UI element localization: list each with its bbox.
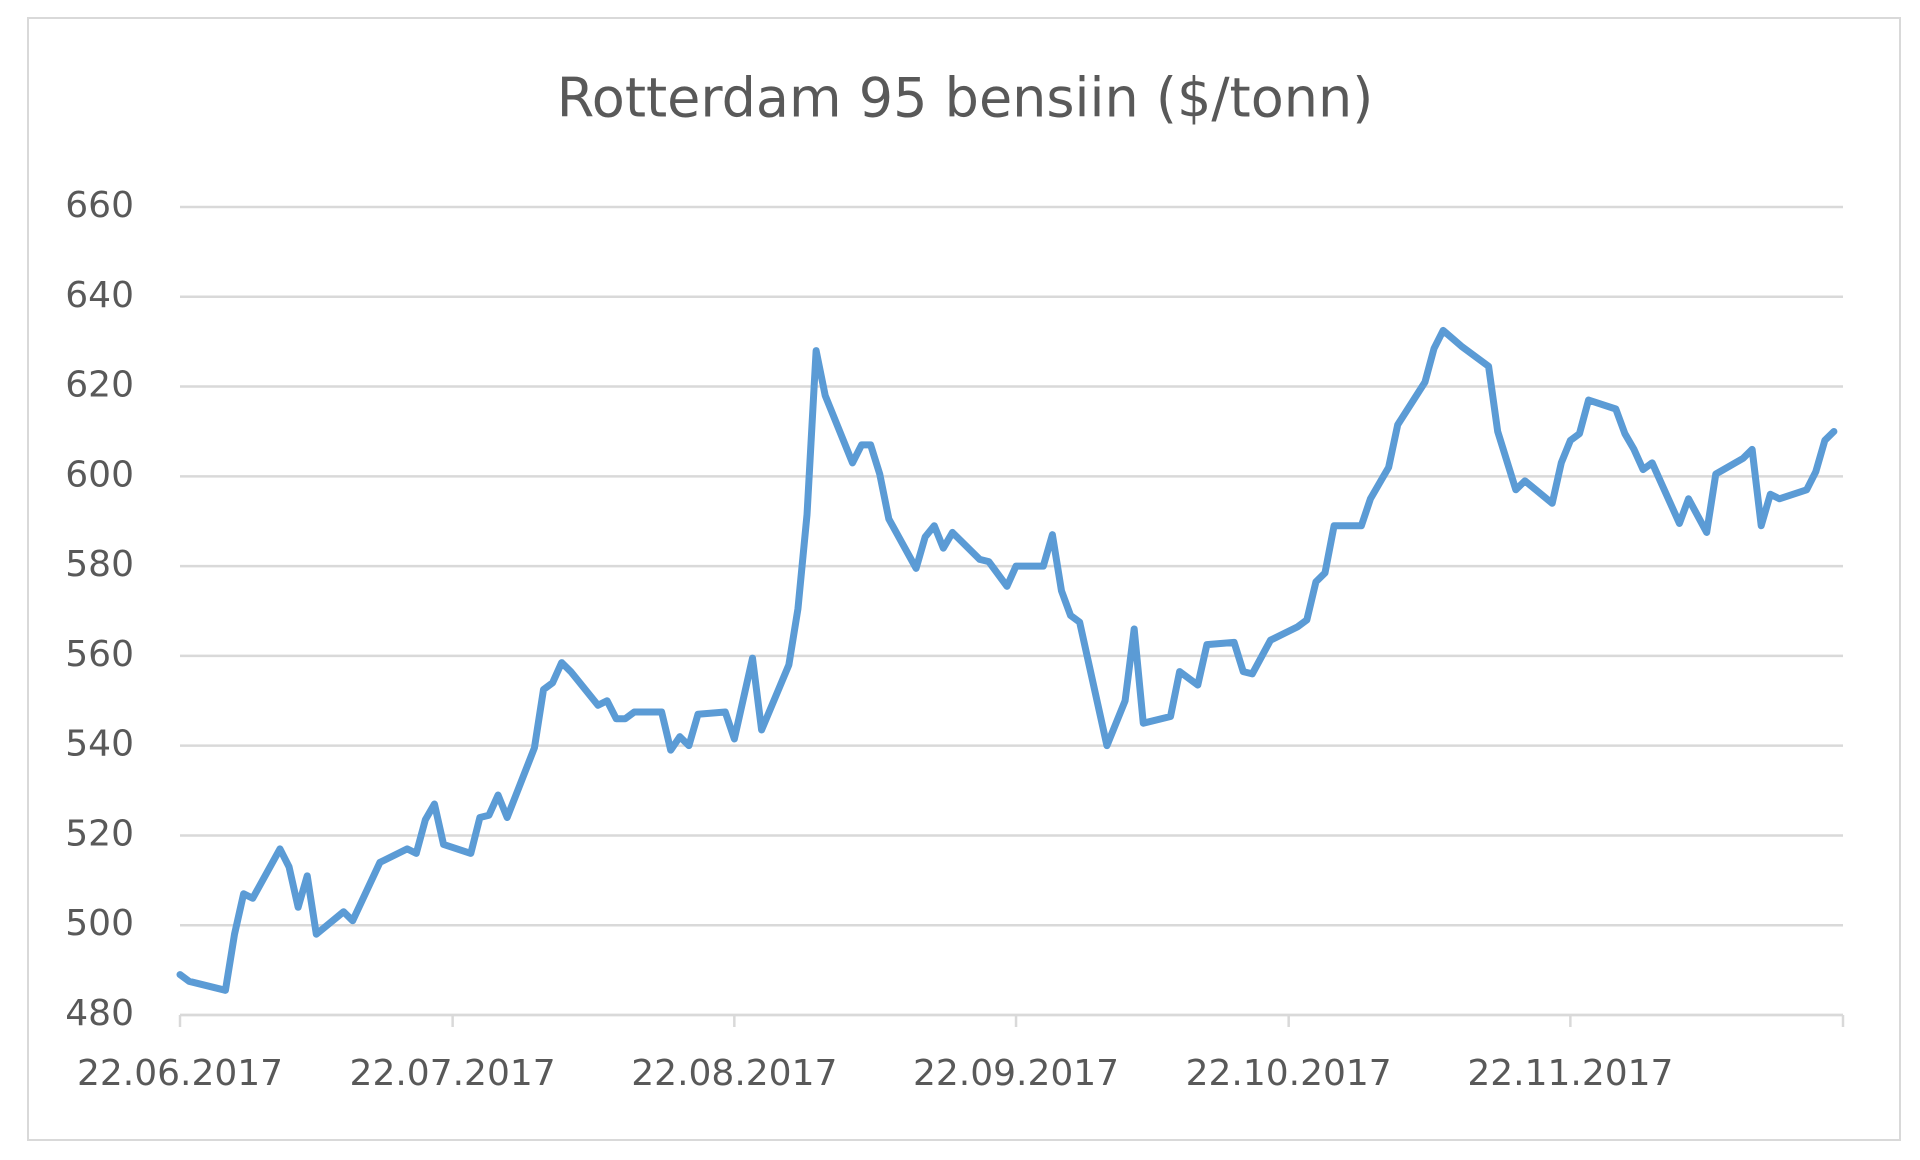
y-tick-label: 540 [65, 724, 134, 765]
y-tick-label: 600 [65, 454, 134, 495]
x-tick-label: 22.07.2017 [350, 1053, 556, 1094]
x-tick-label: 22.09.2017 [913, 1053, 1119, 1094]
y-tick-label: 560 [65, 634, 134, 675]
y-tick-label: 500 [65, 903, 134, 944]
y-tick-label: 580 [65, 544, 134, 585]
chart-title: Rotterdam 95 bensiin ($/tonn) [557, 67, 1374, 130]
x-tick-label: 22.08.2017 [631, 1053, 837, 1094]
y-tick-label: 640 [65, 275, 134, 316]
x-tick-label: 22.11.2017 [1467, 1053, 1673, 1094]
data-line [176, 326, 1838, 994]
x-tick-label: 22.10.2017 [1186, 1053, 1392, 1094]
chart-border [27, 17, 1901, 1141]
y-tick-label: 620 [65, 365, 134, 406]
x-tick-label: 22.06.2017 [77, 1053, 283, 1094]
y-tick-label: 480 [65, 993, 134, 1034]
y-tick-label: 520 [65, 813, 134, 854]
y-tick-label: 660 [65, 185, 134, 226]
